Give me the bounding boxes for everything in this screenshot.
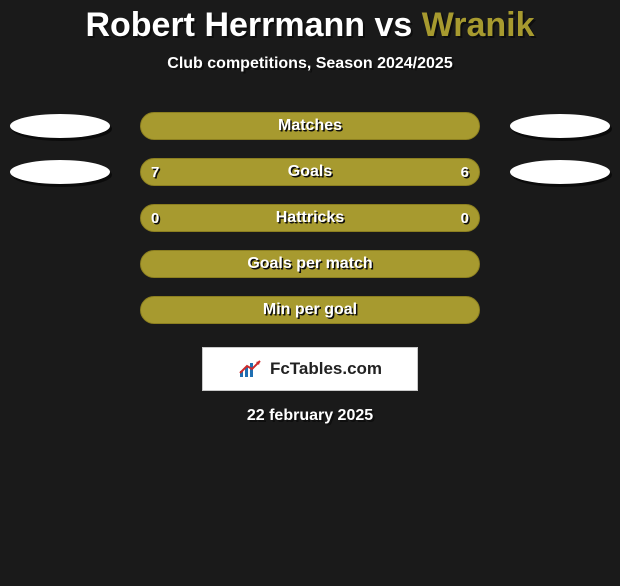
stat-row: Hattricks0 0	[0, 195, 620, 241]
stat-bar: Min per goal	[140, 296, 480, 324]
right-ellipse	[510, 160, 610, 184]
right-ellipse	[510, 114, 610, 138]
title-vs: vs	[375, 6, 413, 44]
stat-row: Min per goal	[0, 287, 620, 333]
date-label: 22 february 2025	[0, 407, 620, 425]
stat-value-right: 0	[461, 205, 469, 231]
stat-label: Matches	[141, 113, 479, 139]
stat-bar: Hattricks0 0	[140, 204, 480, 232]
title-player1: Robert Herrmann	[85, 6, 365, 44]
stat-value-left: 7	[151, 159, 159, 185]
left-ellipse	[10, 160, 110, 184]
stat-value-left: 0	[151, 205, 159, 231]
brand-text: FcTables.com	[270, 359, 382, 379]
brand-logo-icon	[238, 359, 264, 379]
left-ellipse	[10, 114, 110, 138]
stat-label: Goals per match	[141, 251, 479, 277]
stat-row: Goals per match	[0, 241, 620, 287]
stat-bar: Goals per match	[140, 250, 480, 278]
stat-label: Goals	[141, 159, 479, 185]
stat-row: Goals7 6	[0, 149, 620, 195]
subtitle: Club competitions, Season 2024/2025	[0, 55, 620, 73]
page-title: Robert Herrmann vs Wranik	[0, 6, 620, 45]
stat-bar: Goals7 6	[140, 158, 480, 186]
brand-box: FcTables.com	[202, 347, 418, 391]
stat-label: Hattricks	[141, 205, 479, 231]
stat-row: Matches	[0, 103, 620, 149]
stat-bar: Matches	[140, 112, 480, 140]
title-player2: Wranik	[422, 6, 535, 44]
stat-value-right: 6	[461, 159, 469, 185]
stat-label: Min per goal	[141, 297, 479, 323]
stats-stage: Matches Goals7 6 Hattricks0 0 Goals per match…	[0, 103, 620, 333]
